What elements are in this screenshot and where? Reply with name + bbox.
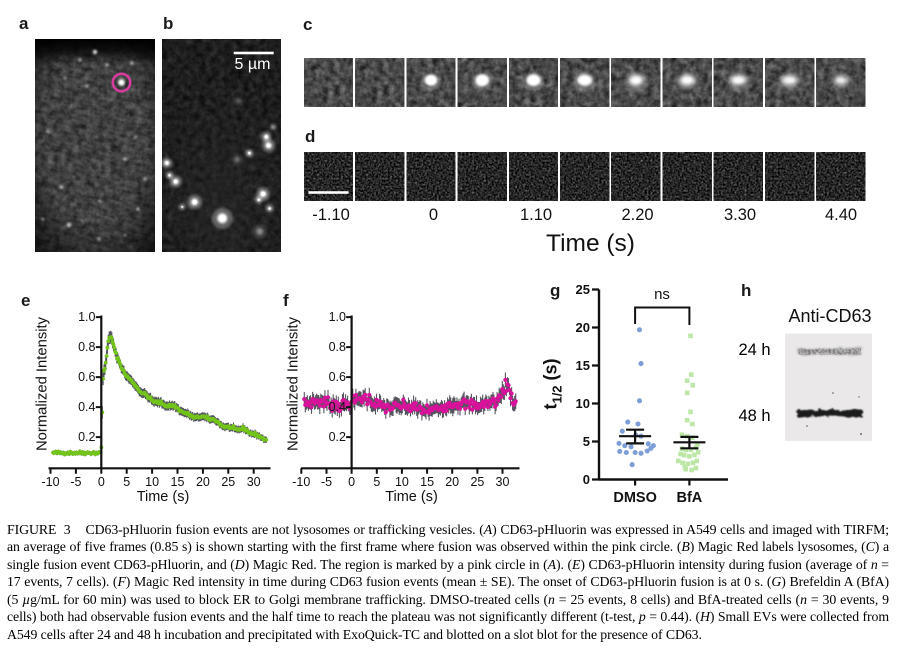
svg-text:5 µm: 5 µm	[235, 56, 271, 73]
